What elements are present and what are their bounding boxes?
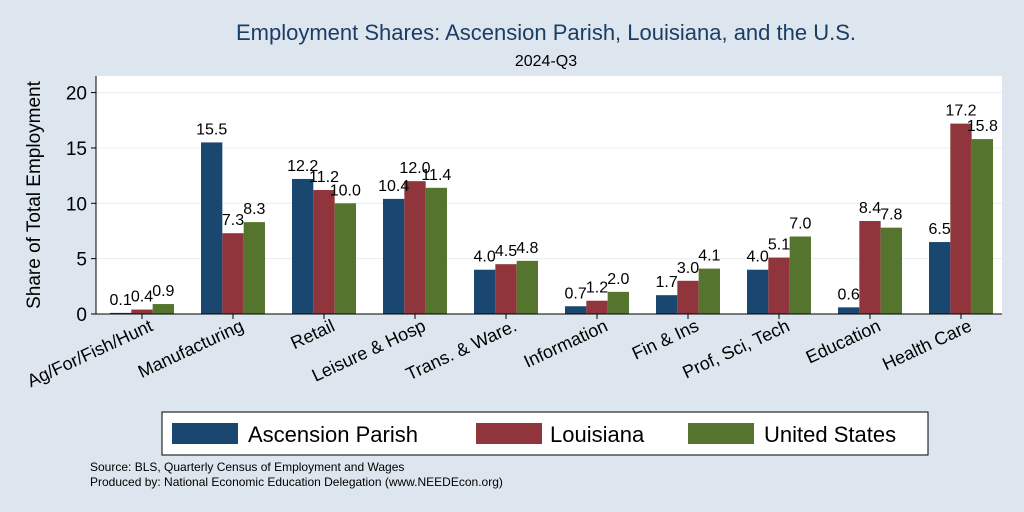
legend-box: [161, 411, 929, 456]
bar: [425, 187, 447, 314]
bar: [131, 309, 153, 314]
bar: [971, 139, 993, 314]
bar: [243, 222, 265, 314]
bar-value-label: 10.0: [330, 182, 361, 199]
bar: [586, 300, 608, 314]
legend-swatch: [172, 423, 238, 444]
bar-value-label: 0.1: [110, 292, 132, 309]
labels-layer: 0.1 0.4 0.915.57.38.312.211.210.0 10.412.01…: [110, 103, 998, 309]
bar: [201, 142, 223, 314]
legend-label: Ascension Parish: [248, 422, 418, 447]
bar: [677, 280, 699, 314]
bar: [516, 260, 538, 314]
bar-value-label: 7.8: [880, 207, 902, 224]
bar: [334, 203, 356, 314]
bar: [880, 227, 902, 314]
bar-value-label: 4.5: [495, 243, 517, 260]
chart-subtitle: 2024-Q3: [515, 53, 577, 70]
bar: [950, 123, 972, 314]
x-tick-label: Fin & Ins: [629, 315, 702, 363]
bar: [698, 268, 720, 314]
y-tick-label: 10: [66, 194, 87, 215]
bar: [495, 264, 517, 314]
bar-value-label: 6.5: [929, 221, 951, 238]
source-note: Source: BLS, Quarterly Census of Employm…: [90, 460, 405, 474]
bar-value-label: 12.0: [399, 160, 430, 177]
bar: [110, 312, 132, 314]
bar-value-label: 7.0: [789, 216, 811, 233]
bar: [789, 236, 811, 314]
produced-by-note: Produced by: National Economic Education…: [90, 475, 503, 489]
bar: [859, 221, 881, 314]
bar: [565, 306, 587, 314]
bar-value-label: 2.0: [607, 271, 629, 288]
bar-value-label: 0.9: [152, 283, 174, 300]
bar: [404, 181, 426, 314]
bar: [313, 190, 335, 314]
bar-value-label: 17.2: [945, 103, 976, 120]
bar: [747, 269, 769, 314]
y-axis-label: Share of Total Employment: [24, 80, 45, 308]
bar: [929, 242, 951, 314]
bar-value-label: 0.7: [565, 285, 587, 302]
bar: [383, 198, 405, 314]
footer: Source: BLS, Quarterly Census of Employm…: [90, 460, 503, 490]
x-tick-label: Education: [803, 315, 884, 367]
bar-value-label: 5.1: [768, 237, 790, 254]
y-tick-label: 15: [66, 139, 87, 160]
bar-value-label: 1.7: [656, 274, 678, 291]
chart-title: Employment Shares: Ascension Parish, Lou…: [236, 20, 856, 45]
legend-swatch: [476, 423, 542, 444]
bar-value-label: 4.8: [516, 240, 538, 257]
bar: [656, 295, 678, 314]
x-tick-label: Information: [521, 315, 611, 371]
y-tick-label: 5: [76, 250, 87, 271]
bar-value-label: 4.1: [698, 248, 720, 265]
bar-value-label: 15.8: [967, 118, 998, 135]
bar: [838, 307, 860, 314]
bar-value-label: 7.3: [222, 212, 244, 229]
legend-label: United States: [764, 422, 896, 447]
bar-value-label: 8.4: [859, 200, 881, 217]
bars-layer: [110, 123, 993, 314]
bar-value-label: 11.4: [421, 167, 451, 184]
bar: [292, 178, 314, 314]
bar: [222, 233, 244, 314]
legend-label: Louisiana: [550, 422, 645, 447]
bar: [768, 257, 790, 314]
legend: Ascension Parish Louisiana United States: [161, 411, 929, 456]
x-tick-label: Ag/For/Fish/Hunt: [24, 315, 156, 391]
bar: [474, 269, 496, 314]
bar-value-label: 10.4: [378, 178, 409, 195]
bar-value-label: 3.0: [677, 260, 699, 277]
x-tick-label: Retail: [288, 315, 338, 353]
y-tick-label: 0: [76, 305, 87, 326]
bar: [152, 304, 174, 314]
bar-value-label: 1.2: [586, 280, 608, 297]
x-tick-label: Health Care: [879, 315, 975, 374]
bar: [607, 291, 629, 314]
y-tick-label: 20: [66, 84, 87, 105]
bar-value-label: 4.0: [474, 249, 496, 266]
bar-value-label: 4.0: [747, 249, 769, 266]
legend-swatch: [688, 423, 754, 444]
bar-value-label: 15.5: [196, 121, 227, 138]
bar-value-label: 11.2: [309, 169, 339, 186]
bar-value-label: 12.2: [287, 158, 318, 175]
bar-value-label: 8.3: [243, 201, 265, 218]
bar-value-label: 0.4: [131, 289, 153, 306]
bar-value-label: 0.6: [838, 286, 860, 303]
